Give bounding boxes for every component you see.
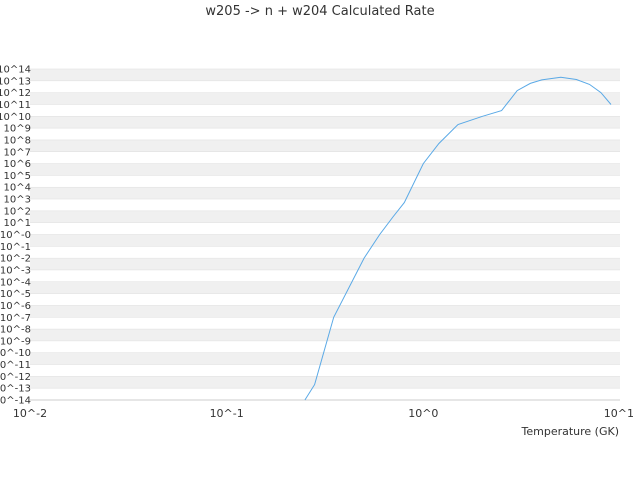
y-tick-label: 10^-6 [0, 301, 31, 312]
x-tick-label: 10^-1 [210, 407, 244, 420]
grid-band [30, 187, 620, 200]
grid-band [30, 258, 620, 270]
grid-band [30, 163, 620, 176]
chart-title: w205 -> n + w204 Calculated Rate [205, 4, 435, 19]
y-tick-label: 10^6 [4, 159, 31, 170]
grid-band [30, 364, 620, 377]
grid-band [30, 104, 620, 117]
x-axis-label: Temperature (GK) [521, 425, 620, 438]
x-tick-label: 10^1 [604, 407, 634, 420]
grid-band [30, 317, 620, 330]
grid-band [30, 352, 620, 365]
grid-band [30, 175, 620, 188]
y-tick-label: 10^2 [4, 206, 31, 217]
y-tick-label: 10^-0 [0, 230, 31, 241]
grid-band [30, 293, 620, 306]
y-tick-label: 10^-12 [0, 372, 31, 383]
grid-band [30, 139, 620, 152]
y-tick-label: 10^-13 [0, 384, 31, 395]
y-tick-label: 10^-1 [0, 242, 31, 253]
grid-band [30, 128, 620, 140]
y-tick-label: 10^-5 [0, 289, 31, 300]
grid-band [30, 305, 620, 318]
y-tick-label: 10^-3 [0, 265, 31, 276]
x-tick-label: 10^0 [408, 407, 438, 420]
grid-band [30, 246, 620, 259]
y-tick-label: 10^7 [4, 147, 31, 158]
x-tick-label: 10^-2 [13, 407, 47, 420]
grid-band [30, 151, 620, 164]
grid-band [30, 92, 620, 105]
x-tick-labels: 10^-2 10^-1 10^0 10^1 [13, 407, 634, 420]
grid-band [30, 281, 620, 294]
grid-band [30, 376, 620, 389]
y-tick-label: 10^5 [4, 171, 31, 182]
grid-bands [30, 68, 620, 401]
grid-band [30, 222, 620, 235]
y-tick-label: 10^4 [4, 183, 31, 194]
rate-series-line [304, 76, 612, 401]
y-tick-label: 10^-10 [0, 348, 31, 359]
grid-band [30, 116, 620, 129]
grid-band [30, 80, 620, 93]
grid-band [30, 388, 620, 400]
y-tick-label: 10^-7 [0, 313, 31, 324]
grid-band [30, 210, 620, 223]
y-tick-label: 10^14 [0, 65, 31, 76]
y-tick-label: 10^-4 [0, 277, 31, 288]
y-tick-label: 10^10 [0, 112, 31, 123]
grid-band [30, 329, 620, 341]
y-tick-label: 10^13 [0, 76, 31, 87]
y-tick-label: 10^3 [4, 195, 31, 206]
y-tick-label: 10^1 [4, 218, 31, 229]
y-tick-label: 10^12 [0, 88, 31, 99]
y-tick-label: 10^-8 [0, 325, 31, 336]
y-tick-label: 10^11 [0, 100, 31, 111]
y-tick-label: 10^-14 [0, 396, 31, 407]
y-tick-label: 10^-11 [0, 360, 31, 371]
y-tick-label: 10^9 [4, 124, 31, 135]
grid-band [30, 199, 620, 211]
y-tick-labels: 10^-1410^-1310^-1210^-1110^-1010^-910^-8… [0, 65, 31, 407]
y-tick-label: 10^-2 [0, 254, 31, 265]
grid-band [30, 269, 620, 282]
y-tick-label: 10^8 [4, 135, 31, 146]
y-tick-label: 10^-9 [0, 336, 31, 347]
grid-band [30, 234, 620, 247]
grid-band [30, 69, 620, 81]
